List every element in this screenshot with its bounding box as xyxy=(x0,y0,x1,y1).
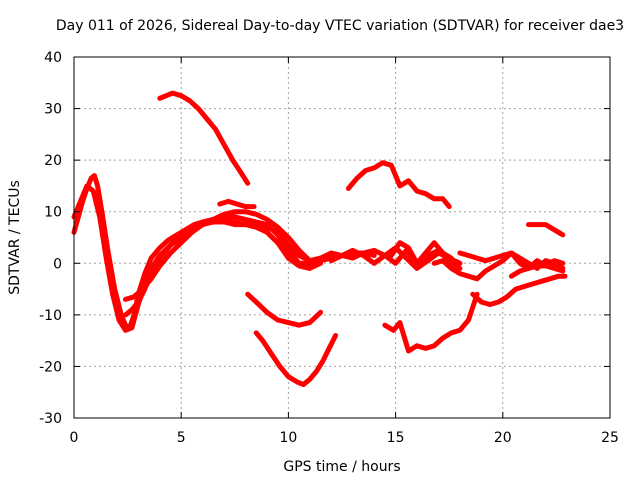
series-arc-late-high xyxy=(526,222,566,238)
y-tick-label: 10 xyxy=(44,205,62,221)
series-arc-late-a xyxy=(388,240,454,266)
y-tick-label: 40 xyxy=(44,50,62,66)
axis-ticks: 0 5 10 15 20 25 -30 -20 -10 0 10 20 30 40 xyxy=(39,50,619,446)
series-arc-neg-b xyxy=(253,330,339,387)
x-axis-label: GPS time / hours xyxy=(283,459,400,475)
plot-frame xyxy=(73,56,611,419)
series-arc-neg-a xyxy=(245,291,324,328)
chart-title: Day 011 of 2026, Sidereal Day-to-day VTE… xyxy=(56,18,624,34)
y-tick-label: -10 xyxy=(39,308,62,324)
y-axis-label: SDTVAR / TECUs xyxy=(7,180,23,295)
series-group xyxy=(71,90,568,387)
y-tick-label: 30 xyxy=(44,102,62,118)
x-tick-label: 5 xyxy=(177,430,186,446)
series-arc-mid-high xyxy=(345,160,452,210)
x-tick-label: 25 xyxy=(601,430,619,446)
x-tick-label: 10 xyxy=(279,430,297,446)
series-arc-late-neg-b xyxy=(470,273,568,307)
y-tick-label: 0 xyxy=(53,256,62,272)
series-arc-early-a xyxy=(71,173,324,331)
grid xyxy=(74,57,610,418)
series-arc-mid-wave xyxy=(285,247,463,271)
series-arc-bump-mid xyxy=(217,198,257,210)
x-tick-label: 15 xyxy=(387,430,405,446)
y-tick-label: -20 xyxy=(39,359,62,375)
x-tick-label: 0 xyxy=(70,430,79,446)
series-arc-high xyxy=(157,90,251,186)
x-tick-label: 20 xyxy=(494,430,512,446)
y-tick-label: 20 xyxy=(44,153,62,169)
series-arc-late-d xyxy=(508,263,566,279)
series-arc-late-neg xyxy=(382,291,480,354)
y-tick-label: -30 xyxy=(39,411,62,427)
